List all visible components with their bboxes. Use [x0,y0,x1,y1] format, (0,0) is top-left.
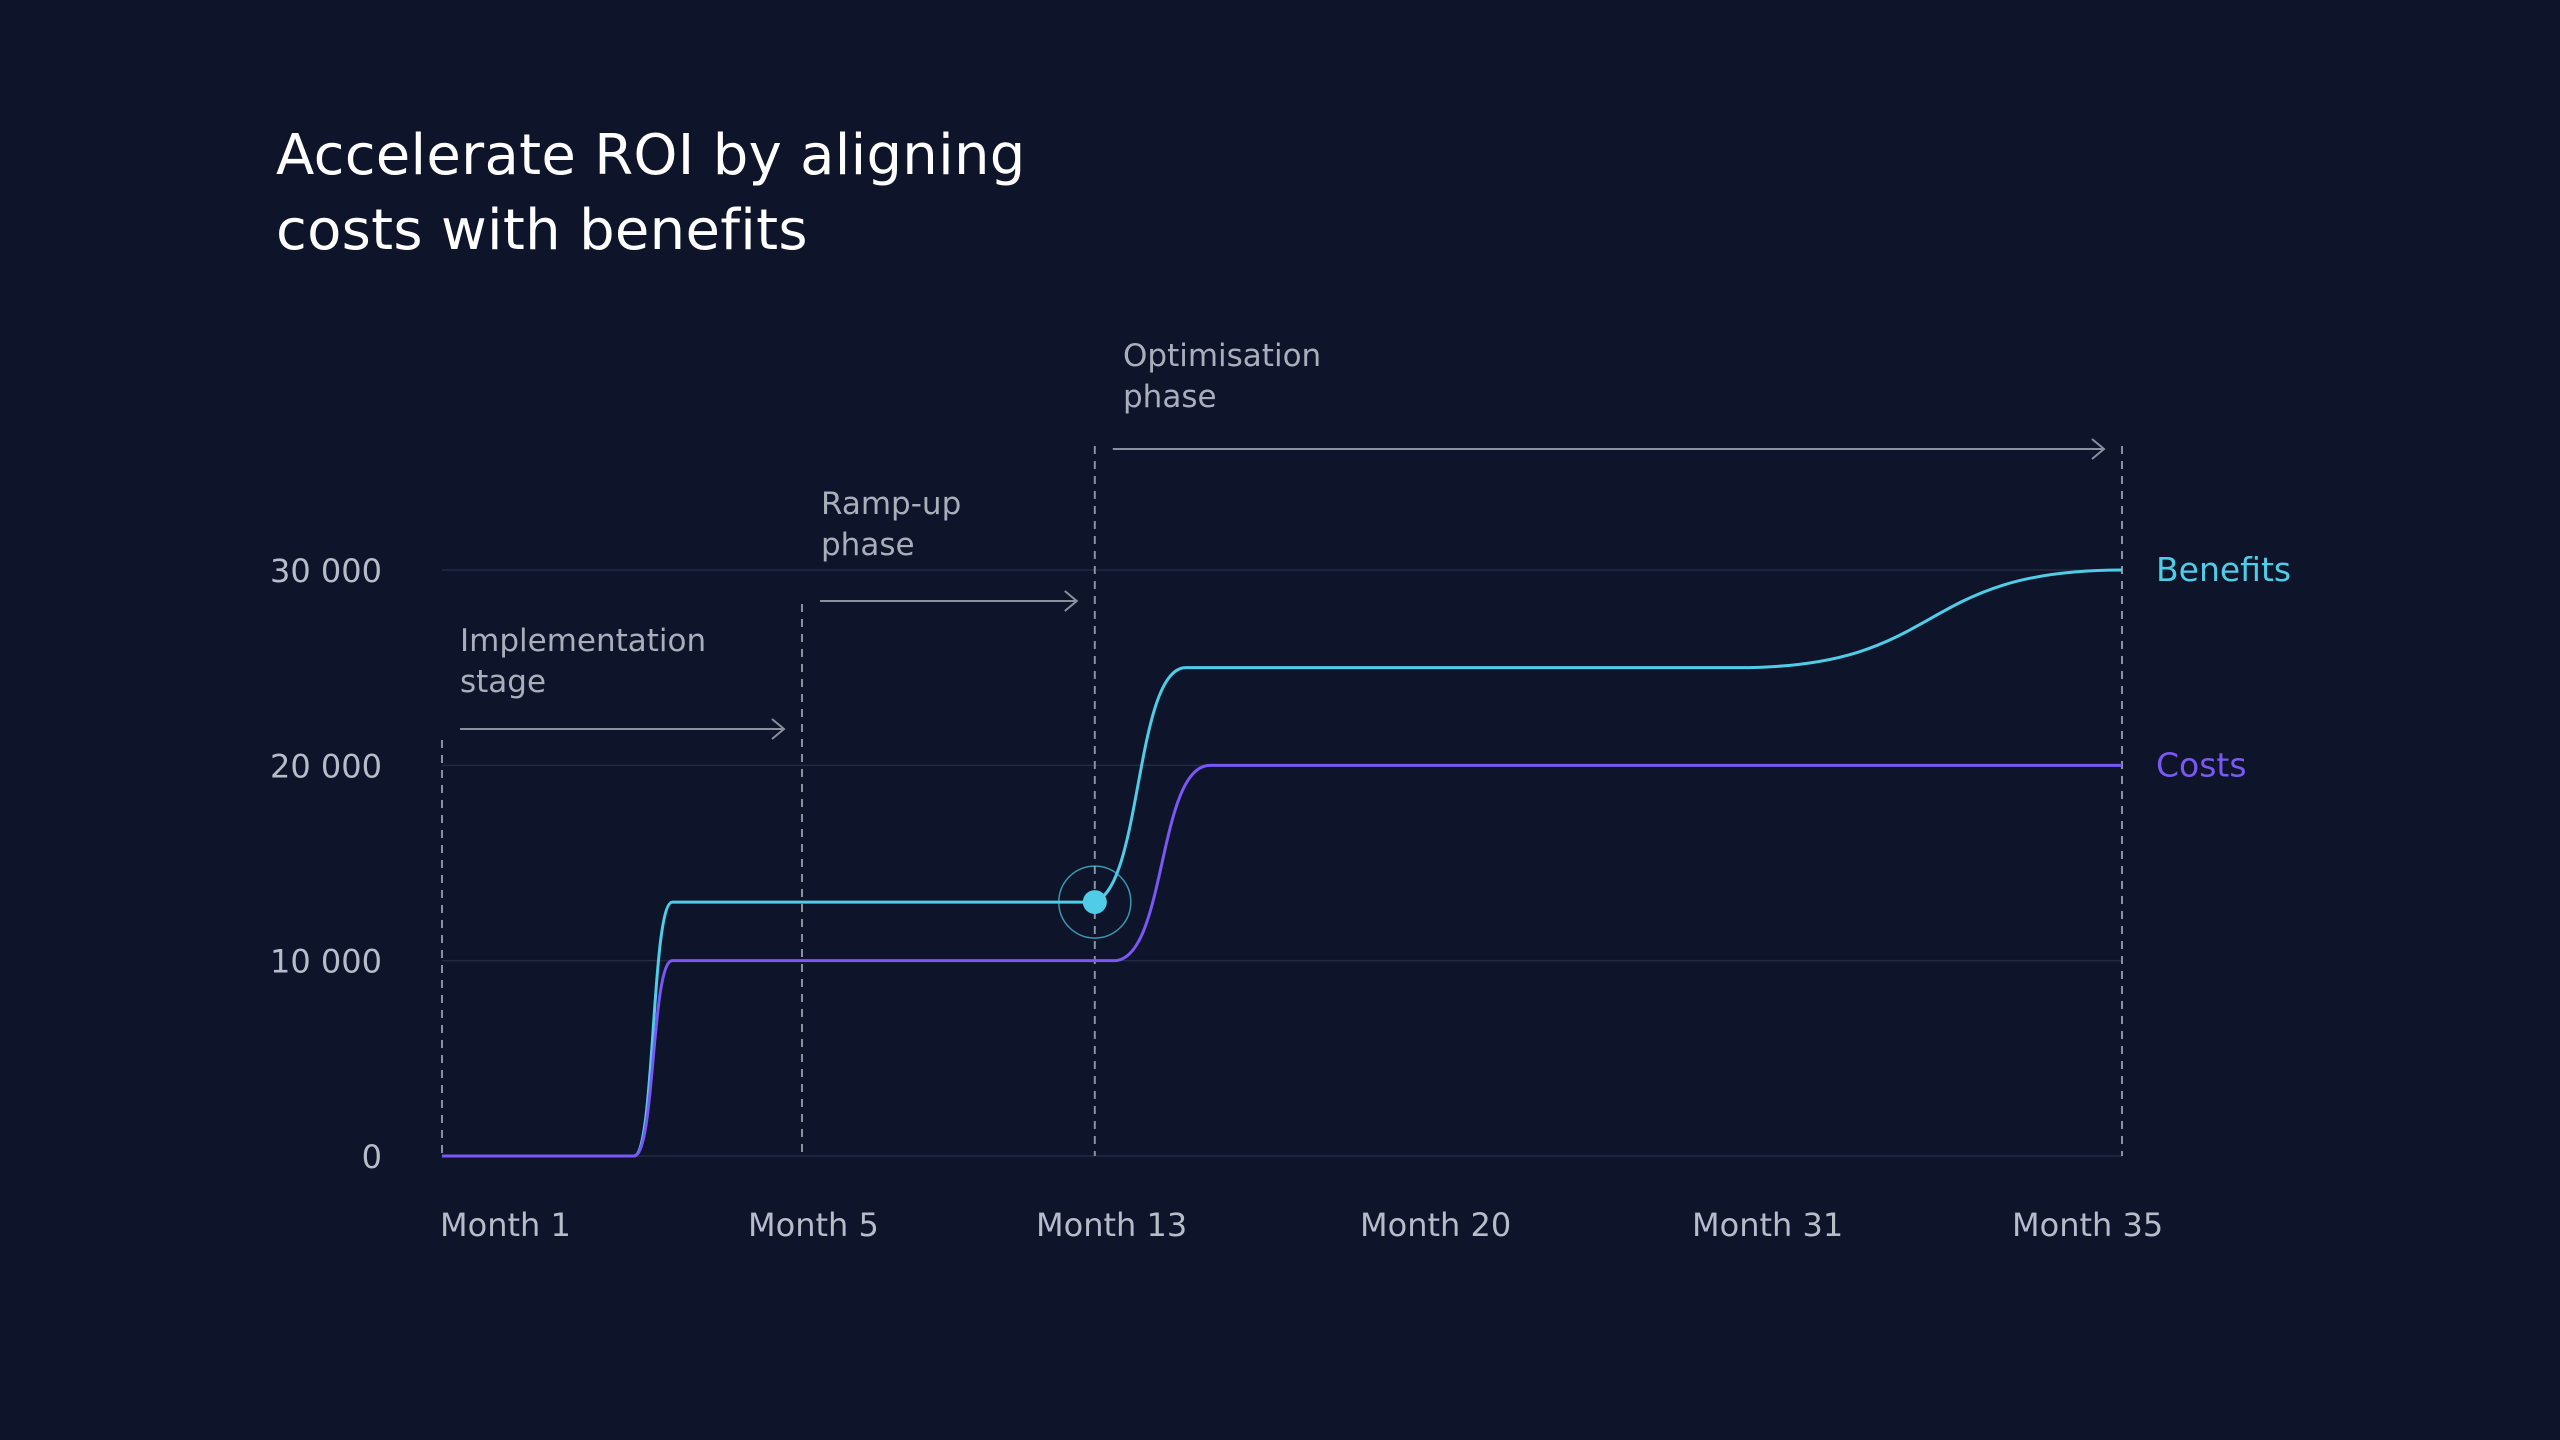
phase-label-1-line-1: Ramp-up [821,486,961,522]
series-label-benefits: Benefits [2156,550,2291,589]
x-tick-label-1: Month 5 [748,1206,879,1244]
series-line-costs [442,763,2122,1158]
phase-label-2-line-1: Optimisation [1123,338,1321,374]
y-tick-label-2: 20 000 [270,747,382,785]
y-tick-label-1: 10 000 [270,943,382,981]
chart-title-line-1: Accelerate ROI by aligning [276,123,1026,188]
series-line-benefits [442,568,2123,1158]
series-label-costs: Costs [2156,745,2247,784]
highlight-ring [1058,865,1132,939]
phase-label-0-line-2: stage [460,664,546,700]
phase-arrowhead-2 [2091,438,2106,460]
x-tick-label-4: Month 31 [1692,1206,1843,1244]
y-tick-label-0: 0 [362,1138,382,1176]
phase-label-1-line-2: phase [821,527,915,563]
phase-arrowhead-0 [771,718,786,740]
y-tick-label-3: 30 000 [270,552,382,590]
phase-arrowhead-1 [1064,590,1079,612]
chart-title: Accelerate ROI by aligning costs with be… [276,118,1026,268]
chart-title-line-2: costs with benefits [276,198,808,263]
x-tick-label-0: Month 1 [440,1206,571,1244]
phase-label-2-line-2: phase [1123,379,1217,415]
x-tick-label-3: Month 20 [1360,1206,1511,1244]
phase-label-0-line-1: Implementation [460,623,706,659]
highlight-point [1082,890,1107,915]
x-tick-label-5: Month 35 [2012,1206,2163,1244]
x-tick-label-2: Month 13 [1036,1206,1187,1244]
